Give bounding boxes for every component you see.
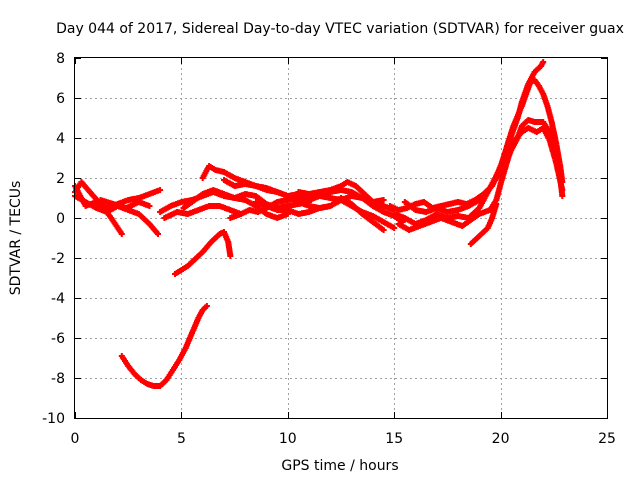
data-point <box>559 187 566 193</box>
series-layer <box>72 59 566 389</box>
y-tick-label: 0 <box>56 211 65 227</box>
y-tick-label: 8 <box>56 51 65 67</box>
y-tick-label: -10 <box>42 411 65 427</box>
data-series-arc-l <box>295 189 398 231</box>
y-axis-label: SDTVAR / TECUs <box>8 181 24 296</box>
data-point <box>380 197 387 203</box>
y-tick-label: 6 <box>56 91 65 107</box>
plot-frame <box>74 57 608 419</box>
x-tick-label: 15 <box>385 431 403 447</box>
data-point <box>203 303 210 309</box>
grid <box>75 58 607 418</box>
data-point <box>540 59 547 65</box>
data-point <box>493 201 500 207</box>
chart-title: Day 044 of 2017, Sidereal Day-to-day VTE… <box>56 21 624 37</box>
data-point <box>380 227 387 233</box>
axis-ticks: 0 5 10 15 20 25 -10 -8 -6 -4 -2 0 2 4 6 8 <box>42 51 616 447</box>
data-point <box>227 253 234 259</box>
x-tick-label: 25 <box>598 431 616 447</box>
data-point <box>146 203 153 209</box>
y-tick-label: 2 <box>56 171 65 187</box>
data-series-arc-r <box>172 229 234 277</box>
x-tick-label: 5 <box>177 431 186 447</box>
data-point <box>118 231 125 237</box>
x-tick-label: 20 <box>492 431 510 447</box>
data-series-arc-q <box>467 201 500 247</box>
data-point <box>157 187 164 193</box>
data-point <box>559 193 566 199</box>
x-axis-label: GPS time / hours <box>281 458 398 474</box>
x-tick-label: 10 <box>279 431 297 447</box>
data-series-arc-s <box>118 303 210 389</box>
y-tick-label: -4 <box>51 291 65 307</box>
data-series-arc-d <box>97 197 153 211</box>
y-tick-label: 4 <box>56 131 65 147</box>
y-tick-label: -2 <box>51 251 65 267</box>
data-series-arc-f <box>161 203 244 221</box>
x-tick-label: 0 <box>71 431 80 447</box>
data-series-arc-g <box>180 187 291 221</box>
y-tick-label: -6 <box>51 331 65 347</box>
data-point <box>391 225 398 231</box>
data-series-arc-p <box>395 125 566 233</box>
y-tick-label: -8 <box>51 371 65 387</box>
data-point <box>155 231 161 237</box>
